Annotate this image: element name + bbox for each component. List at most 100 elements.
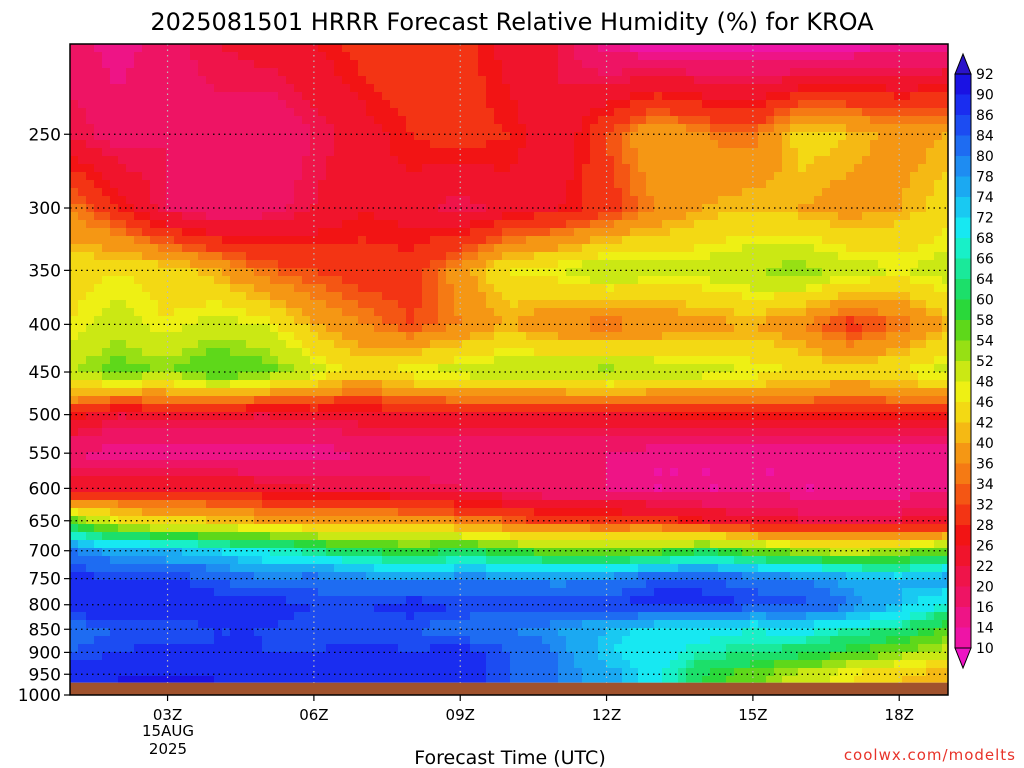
heatmap-cell [142, 372, 150, 380]
heatmap-cell [262, 148, 270, 156]
heatmap-cell [846, 228, 854, 236]
heatmap-cell [350, 268, 358, 276]
heatmap-cell [678, 284, 686, 292]
heatmap-cell [630, 180, 638, 188]
heatmap-cell [742, 316, 750, 324]
heatmap-cell [214, 220, 222, 228]
heatmap-cell [734, 228, 742, 236]
heatmap-cell [526, 132, 534, 140]
heatmap-cell [438, 92, 446, 100]
heatmap-cell [710, 396, 718, 404]
heatmap-cell [726, 156, 734, 164]
heatmap-cell [334, 180, 342, 188]
heatmap-cell [326, 44, 334, 52]
heatmap-cell [390, 132, 398, 140]
heatmap-cell [478, 308, 486, 316]
heatmap-cell [910, 148, 918, 156]
heatmap-cell [206, 372, 214, 380]
heatmap-cell [606, 388, 614, 396]
heatmap-cell [558, 252, 566, 260]
heatmap-cell [918, 68, 926, 76]
heatmap-cell [406, 396, 414, 404]
heatmap-cell [118, 60, 126, 68]
heatmap-cell [894, 84, 902, 92]
heatmap-cell [910, 156, 918, 164]
heatmap-cell [790, 196, 798, 204]
heatmap-cell [110, 348, 118, 356]
heatmap-cell [582, 84, 590, 92]
heatmap-cell [886, 92, 894, 100]
heatmap-cell [838, 148, 846, 156]
heatmap-cell [574, 300, 582, 308]
heatmap-cell [350, 260, 358, 268]
heatmap-cell [246, 316, 254, 324]
heatmap-cell [782, 316, 790, 324]
heatmap-cell [318, 140, 326, 148]
heatmap-cell [582, 204, 590, 212]
heatmap-cell [94, 188, 102, 196]
heatmap-cell [390, 100, 398, 108]
heatmap-cell [422, 388, 430, 396]
heatmap-cell [438, 276, 446, 284]
heatmap-cell [558, 244, 566, 252]
heatmap-cell [502, 68, 510, 76]
heatmap-cell [830, 220, 838, 228]
heatmap-cell [366, 212, 374, 220]
heatmap-cell [518, 356, 526, 364]
heatmap-cell [174, 148, 182, 156]
heatmap-cell [742, 140, 750, 148]
heatmap-cell [910, 164, 918, 172]
heatmap-cell [478, 252, 486, 260]
heatmap-cell [622, 212, 630, 220]
heatmap-cell [694, 172, 702, 180]
heatmap-cell [302, 356, 310, 364]
heatmap-cell [742, 204, 750, 212]
heatmap-cell [318, 300, 326, 308]
heatmap-cell [734, 140, 742, 148]
heatmap-cell [478, 332, 486, 340]
heatmap-cell [918, 332, 926, 340]
heatmap-cell [382, 156, 390, 164]
heatmap-cell [438, 172, 446, 180]
heatmap-cell [838, 316, 846, 324]
heatmap-cell [582, 372, 590, 380]
heatmap-cell [510, 388, 518, 396]
heatmap-cell [614, 252, 622, 260]
heatmap-cell [854, 228, 862, 236]
heatmap-cell [478, 340, 486, 348]
heatmap-cell [238, 172, 246, 180]
heatmap-cell [102, 196, 110, 204]
heatmap-cell [662, 44, 670, 52]
heatmap-cell [310, 284, 318, 292]
heatmap-cell [174, 116, 182, 124]
heatmap-cell [526, 380, 534, 388]
heatmap-cell [718, 156, 726, 164]
heatmap-cell [798, 84, 806, 92]
heatmap-cell [678, 140, 686, 148]
heatmap-cell [510, 236, 518, 244]
heatmap-cell [278, 124, 286, 132]
heatmap-cell [398, 380, 406, 388]
heatmap-cell [758, 292, 766, 300]
heatmap-cell [502, 140, 510, 148]
heatmap-cell [622, 324, 630, 332]
heatmap-cell [254, 84, 262, 92]
heatmap-cell [206, 404, 214, 412]
heatmap-cell [502, 180, 510, 188]
heatmap-cell [454, 340, 462, 348]
heatmap-cell [758, 92, 766, 100]
heatmap-cell [102, 348, 110, 356]
heatmap-cell [390, 228, 398, 236]
heatmap-cell [830, 108, 838, 116]
heatmap-cell [846, 68, 854, 76]
heatmap-cell [846, 60, 854, 68]
heatmap-cell [598, 172, 606, 180]
heatmap-cell [542, 76, 550, 84]
heatmap-cell [830, 60, 838, 68]
heatmap-cell [294, 380, 302, 388]
heatmap-cell [694, 108, 702, 116]
heatmap-cell [478, 108, 486, 116]
heatmap-cell [94, 316, 102, 324]
heatmap-cell [582, 212, 590, 220]
heatmap-cell [150, 300, 158, 308]
